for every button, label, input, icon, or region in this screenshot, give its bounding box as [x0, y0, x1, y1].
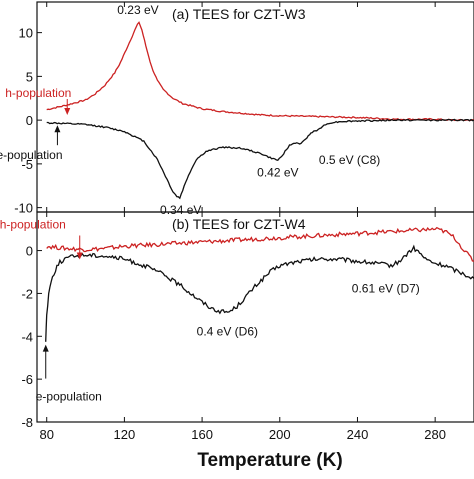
annotation-arrow-head [76, 252, 83, 260]
y-tick-label: -10 [14, 201, 33, 216]
annotation-label: 0.5 eV (C8) [319, 153, 380, 167]
y-tick-label: 10 [19, 26, 33, 41]
annotation-label: 0.61 eV (D7) [352, 281, 420, 295]
annotation-label: h-population [5, 86, 71, 100]
annotation-arrow-head [42, 344, 49, 352]
y-tick-label: -6 [21, 372, 33, 387]
y-tick-label: 0 [26, 113, 33, 128]
annotation-label: 0.34 eV [160, 203, 201, 217]
annotation-label: 0.4 eV (D6) [197, 325, 258, 339]
annotation-label: e-population [36, 390, 102, 404]
x-tick-label: 80 [39, 427, 53, 442]
series-line-e-population [45, 244, 474, 342]
y-tick-label: -8 [21, 415, 33, 430]
panel-title: (a) TEES for CZT-W3 [172, 6, 306, 22]
series-line-h-population [46, 226, 474, 262]
x-tick-label: 160 [191, 427, 213, 442]
x-tick-label: 120 [114, 427, 136, 442]
x-tick-label: 200 [269, 427, 291, 442]
annotation-arrow-head [54, 125, 61, 133]
annotation-label: h-population [0, 218, 66, 232]
series-line-h-population [46, 21, 474, 122]
y-tick-label: -5 [21, 157, 33, 172]
annotation-label: e-population [0, 148, 62, 162]
x-tick-label: 240 [347, 427, 369, 442]
y-tick-label: 0 [26, 244, 33, 259]
y-tick-label: 5 [26, 69, 33, 84]
y-tick-label: -2 [21, 286, 33, 301]
y-tick-label: -4 [21, 329, 33, 344]
panel-frame-0 [36, 1, 474, 213]
panel-frame-1 [36, 211, 474, 423]
x-axis-label: Temperature (K) [197, 450, 342, 471]
x-tick-label: 280 [424, 427, 446, 442]
annotation-label: 0.23 eV [117, 3, 158, 17]
panel-title: (b) TEES for CZT-W4 [172, 216, 306, 232]
annotation-arrow-head [64, 108, 71, 115]
annotation-label: 0.42 eV [257, 165, 298, 179]
series-line-e-population [46, 118, 474, 200]
